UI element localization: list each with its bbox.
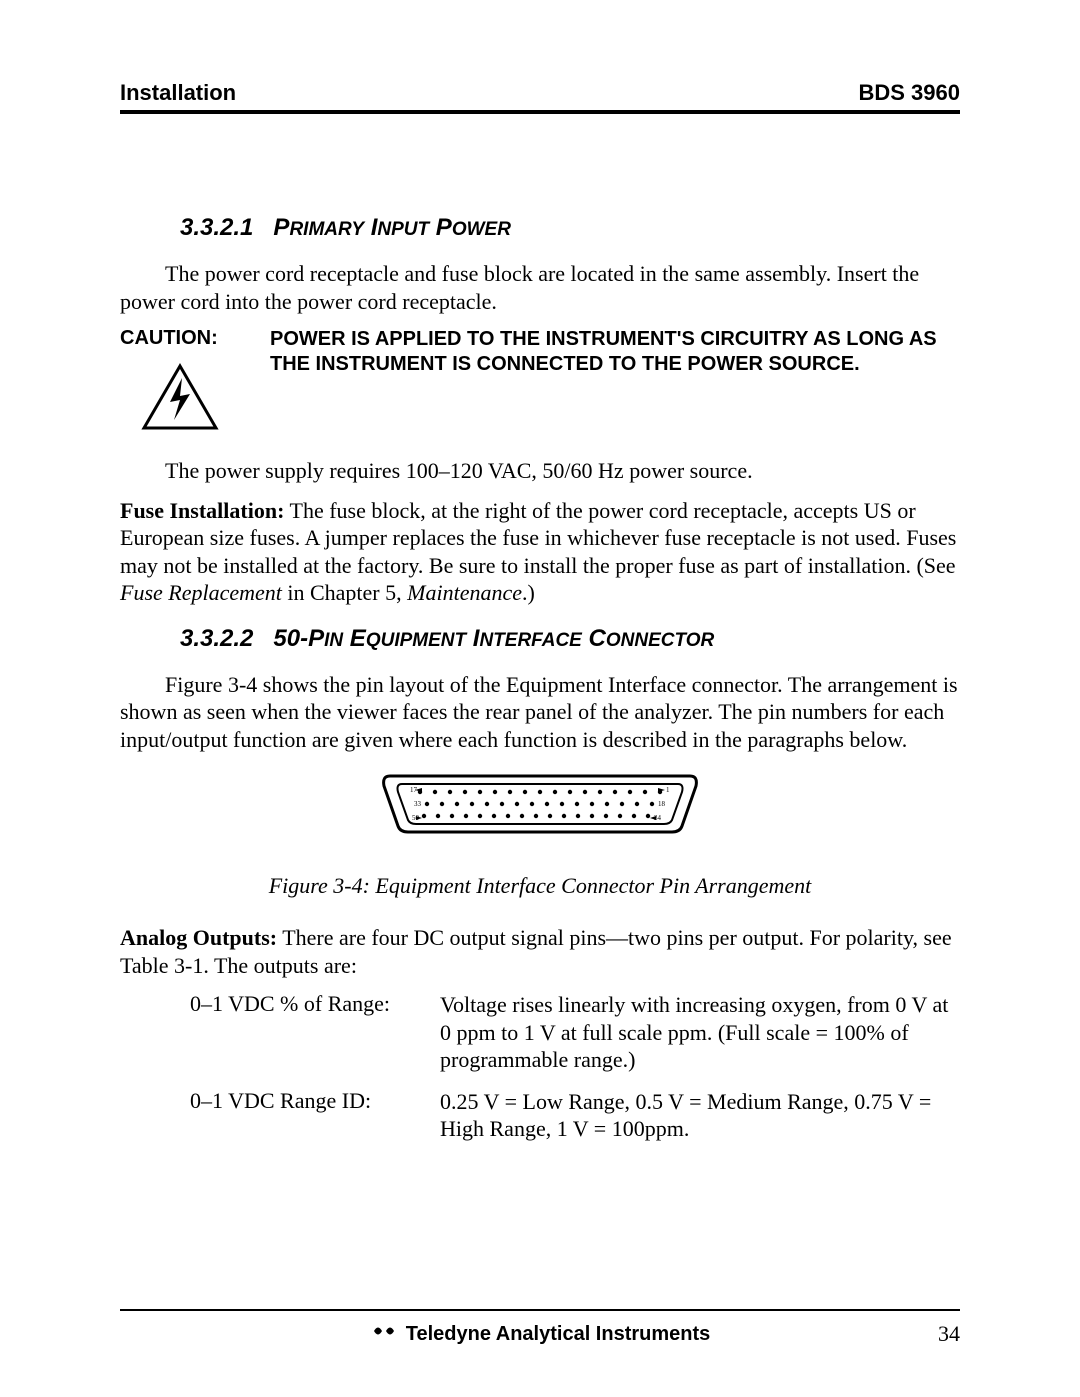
section-heading-50pin-connector: 3.3.2.2 50-PIN EQUIPMENT INTERFACE CONNE… [180, 625, 960, 653]
def-desc: 0.25 V = Low Range, 0.5 V = Medium Range… [440, 1088, 960, 1143]
heading-text: 50-PIN EQUIPMENT INTERFACE CONNECTOR [273, 625, 714, 652]
heading-text: PRIMARY INPUT POWER [273, 214, 511, 241]
def-row: 0–1 VDC Range ID: 0.25 V = Low Range, 0.… [190, 1088, 960, 1143]
figure-connector: 17 1 33 18 50 34 [120, 768, 960, 843]
para-50pin-intro: Figure 3-4 shows the pin layout of the E… [120, 671, 960, 754]
footer-row: Teledyne Analytical Instruments 34 [120, 1321, 960, 1347]
header-left: Installation [120, 80, 236, 106]
def-row: 0–1 VDC % of Range: Voltage rises linear… [190, 991, 960, 1074]
caution-text: POWER IS APPLIED TO THE INSTRUMENT'S CIR… [270, 327, 960, 377]
section-heading-primary-input-power: 3.3.2.1 PRIMARY INPUT POWER [180, 214, 960, 242]
def-term: 0–1 VDC % of Range: [190, 991, 440, 1074]
section-number: 3.3.2.1 [180, 214, 253, 241]
page-footer: Teledyne Analytical Instruments 34 [120, 1309, 960, 1347]
page-number: 34 [938, 1321, 960, 1347]
teledyne-logo-icon [370, 1321, 398, 1347]
para-power-cord: The power cord receptacle and fuse block… [120, 260, 960, 315]
def-desc: Voltage rises linearly with increasing o… [440, 991, 960, 1074]
para-power-supply: The power supply requires 100–120 VAC, 5… [120, 457, 960, 485]
svg-text:1: 1 [666, 786, 670, 794]
footer-company: Teledyne Analytical Instruments [406, 1323, 711, 1346]
caution-label: CAUTION: [120, 327, 270, 350]
page-header: Installation BDS 3960 [120, 80, 960, 106]
para-fuse-installation: Fuse Installation: The fuse block, at th… [120, 497, 960, 607]
figure-caption: Figure 3-4: Equipment Interface Connecto… [120, 873, 960, 899]
svg-text:33: 33 [414, 800, 422, 808]
para-analog-outputs: Analog Outputs: There are four DC output… [120, 924, 960, 979]
analog-outputs-bold: Analog Outputs: [120, 925, 277, 950]
def-term: 0–1 VDC Range ID: [190, 1088, 440, 1143]
fuse-bold: Fuse Installation: [120, 498, 284, 523]
footer-rule [120, 1309, 960, 1311]
output-definitions: 0–1 VDC % of Range: Voltage rises linear… [190, 991, 960, 1143]
header-right: BDS 3960 [858, 80, 960, 106]
section-number: 3.3.2.2 [180, 625, 253, 652]
header-rule [120, 110, 960, 114]
svg-text:18: 18 [658, 800, 666, 808]
